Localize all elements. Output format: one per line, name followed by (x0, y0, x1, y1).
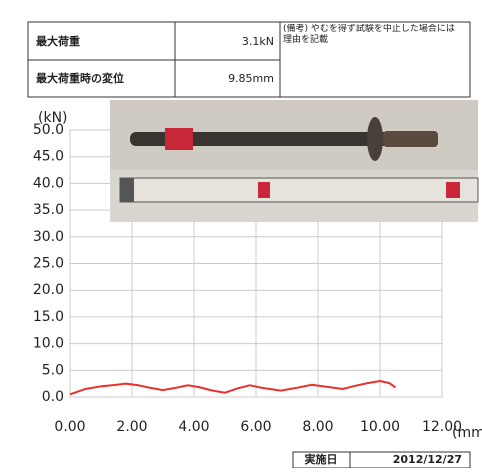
x-tick-label: 0.00 (54, 419, 85, 435)
x-tick-label: 4.00 (178, 419, 209, 435)
x-tick-label: 6.00 (240, 419, 271, 435)
note-box: (備考) やむを得ず試験を中止した場合には理由を記載 (283, 24, 455, 45)
ruler (119, 177, 479, 203)
x-tick-label: 2.00 (116, 419, 147, 435)
y-tick-label: 45.0 (33, 149, 64, 165)
result-table (27, 21, 471, 98)
footer-date: 2012/12/27 (393, 453, 462, 466)
bolt-mark (165, 128, 193, 150)
y-tick-label: 15.0 (33, 309, 64, 325)
row-label: 最大荷重時の変位 (36, 71, 124, 85)
bolt-nut (367, 117, 383, 161)
y-tick-label: 40.0 (33, 175, 64, 191)
row-value: 9.85mm (228, 72, 274, 85)
y-tick-label: 25.0 (33, 256, 64, 272)
y-tick-label: 5.0 (42, 362, 64, 378)
photo (110, 100, 479, 222)
bolt-thread (383, 131, 438, 147)
y-tick-label: 0.0 (42, 389, 64, 405)
row-value: 3.1kN (242, 35, 274, 48)
x-tick-label: 8.00 (302, 419, 333, 435)
bolt-shaft (130, 132, 400, 146)
row-label: 最大荷重 (36, 34, 80, 48)
y-tick-label: 30.0 (33, 229, 64, 245)
footer-label: 実施日 (305, 452, 338, 466)
x-axis-label: (mm) (452, 425, 482, 441)
ruler-mark (258, 182, 270, 198)
y-tick-label: 10.0 (33, 336, 64, 352)
y-tick-label: 20.0 (33, 282, 64, 298)
y-tick-label: 35.0 (33, 202, 64, 218)
ruler-end (120, 178, 134, 202)
y-axis-label: (kN) (38, 110, 68, 126)
x-tick-label: 10.00 (360, 419, 400, 435)
x-tick-label: 12.00 (422, 419, 462, 435)
ruler-mark (446, 182, 460, 198)
data-line (69, 379, 397, 396)
note: (備考) やむを得ず試験を中止した場合には理由を記載 (283, 24, 455, 45)
y-tick-label: 50.0 (33, 122, 64, 138)
